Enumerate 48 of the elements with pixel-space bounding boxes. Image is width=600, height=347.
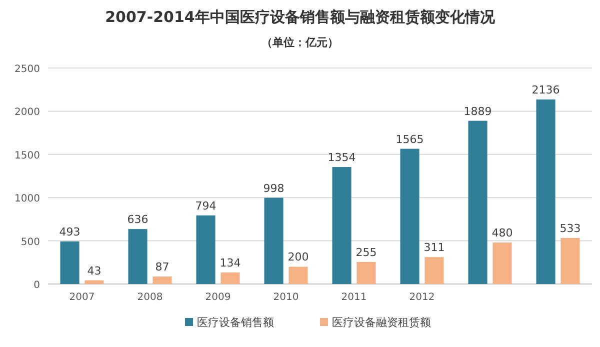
x-tick-label: 2009 [205, 292, 231, 303]
y-tick-label: 2500 [14, 64, 40, 75]
bar [196, 215, 216, 284]
data-label: 1565 [396, 132, 424, 146]
bar [84, 280, 104, 284]
bar [332, 167, 352, 284]
data-label: 1889 [464, 104, 492, 118]
y-tick-label: 500 [20, 236, 40, 248]
bar [356, 262, 376, 284]
bar [424, 257, 444, 284]
x-tick-label: 2012 [409, 292, 435, 303]
x-tick-label: 2010 [273, 292, 299, 303]
bar [536, 99, 556, 284]
data-label: 480 [492, 226, 513, 240]
chart-subtitle: （单位：亿元） [262, 36, 338, 49]
bar [128, 229, 148, 284]
bar [468, 120, 488, 284]
data-label: 493 [59, 225, 80, 238]
x-tick-label: 2007 [69, 292, 95, 303]
data-label: 311 [424, 241, 445, 254]
data-label: 200 [288, 250, 309, 264]
data-label: 134 [220, 256, 241, 270]
data-label: 87 [155, 260, 170, 274]
data-label: 43 [87, 264, 102, 278]
data-label: 255 [356, 246, 377, 259]
y-tick-label: 2000 [14, 107, 40, 118]
bar [492, 242, 512, 284]
data-label: 2136 [532, 83, 560, 96]
x-tick-label: 2011 [341, 292, 367, 303]
data-label: 794 [195, 199, 216, 212]
y-tick-label: 1000 [14, 194, 40, 205]
data-label: 998 [263, 182, 284, 195]
bar [152, 276, 172, 284]
bar [220, 272, 240, 284]
bar [288, 266, 308, 284]
y-tick-label: 0 [34, 280, 40, 291]
chart-title: 2007-2014年中国医疗设备销售额与融资租赁额变化情况 [105, 8, 496, 26]
legend-label: 医疗设备融资租赁额 [332, 316, 431, 329]
data-label: 636 [127, 213, 148, 226]
bar [400, 148, 420, 284]
data-label: 533 [560, 222, 581, 235]
bar [560, 238, 580, 284]
bar [264, 198, 284, 284]
data-label: 1354 [328, 151, 356, 164]
y-tick-label: 1500 [14, 150, 40, 162]
legend-label: 医疗设备销售额 [197, 316, 274, 329]
x-tick-label: 2008 [137, 292, 163, 303]
bar [60, 241, 80, 284]
